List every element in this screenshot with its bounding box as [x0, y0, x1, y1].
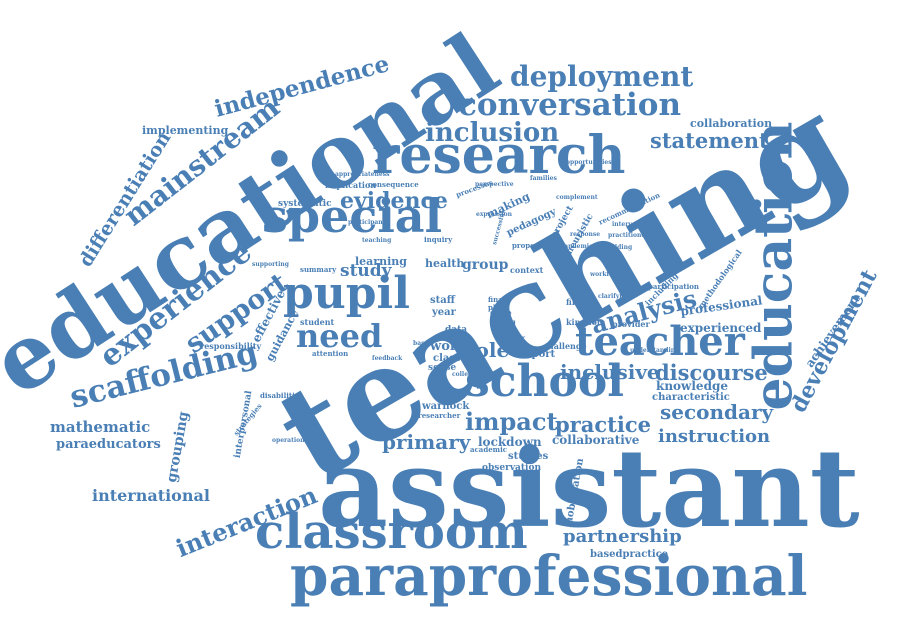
word-classroom: classroom: [255, 504, 528, 560]
word-teaching-small: teaching: [362, 237, 392, 244]
word-feedback: feedback: [372, 355, 403, 362]
word-studies: studies: [508, 451, 549, 462]
word-grouping: grouping: [163, 410, 192, 484]
word-challenge: challenge: [543, 341, 587, 351]
word-learning: learning: [355, 255, 407, 268]
word-report: report: [520, 349, 556, 360]
word-implication: implication: [325, 180, 377, 190]
word-staff: staff: [430, 295, 455, 306]
word-school: school: [465, 356, 624, 407]
word-disabilities: disabilities: [260, 391, 304, 400]
word-sense: sense: [428, 363, 457, 373]
word-discourse: discourse: [655, 360, 768, 385]
word-kingdom: kingdom: [566, 317, 606, 327]
word-operationalise: operationalise: [272, 437, 321, 444]
word-complement: complement: [556, 194, 598, 201]
word-provider: provider: [612, 319, 650, 329]
word-workforce: workforce: [590, 271, 624, 278]
word-evidence: evidence: [340, 188, 448, 214]
word-academic: academic: [470, 445, 508, 454]
word-summary: summary: [300, 265, 337, 274]
word-expression: expression: [476, 211, 512, 218]
word-context: context: [510, 265, 544, 275]
word-building: building: [604, 244, 633, 251]
word-collaboration: collaboration: [690, 117, 773, 130]
word-warnock: warnock: [422, 401, 470, 412]
word-deployment: deployment: [510, 60, 694, 93]
word-lockdown: lockdown: [478, 435, 542, 449]
word-college: college: [452, 371, 477, 378]
word-response: response: [570, 231, 601, 238]
word-partnership: partnership: [563, 526, 682, 547]
word-proposal: proposal: [512, 241, 546, 250]
word-international: international: [92, 486, 210, 505]
word-practice: practice: [555, 412, 651, 437]
word-care: care: [490, 309, 512, 319]
word-clarifying: clarifying: [598, 293, 631, 300]
word-responsibility: responsibility: [200, 341, 262, 351]
word-special: special: [262, 189, 443, 243]
word-health: health: [425, 257, 465, 270]
word-group: group: [462, 257, 509, 273]
word-researcher: researcher: [418, 411, 461, 420]
word-intervention: intervention: [612, 221, 654, 228]
word-collaborative: collaborative: [552, 433, 640, 447]
word-role: role: [465, 338, 510, 362]
word-appropriateness: appropriateness: [335, 171, 390, 178]
word-student: student: [300, 317, 335, 327]
word-finding: finding: [566, 297, 598, 307]
word-attention: attention: [312, 349, 349, 358]
word-paraprofessional: paraprofessional: [290, 543, 808, 608]
word-mathematic: mathematic: [50, 418, 151, 436]
word-need: need: [296, 317, 383, 355]
word-paraeducators: paraeducators: [56, 437, 161, 452]
word-teacher: teacher: [575, 318, 745, 365]
word-experienced: experienced: [680, 321, 762, 335]
word-knowledge: knowledge: [656, 379, 728, 393]
word-pupil: pupil: [283, 268, 410, 319]
word-assistant: assistant: [318, 426, 860, 552]
word-understanding: understanding: [630, 347, 680, 354]
word-participant: participant: [348, 219, 386, 226]
word-observation: observation: [482, 463, 542, 473]
word-class: class: [433, 353, 461, 364]
word-consequence: consequence: [368, 180, 419, 189]
word-families: families: [530, 175, 557, 182]
word-implementing: implementing: [142, 124, 229, 137]
word-conversation: conversation: [458, 87, 682, 123]
word-pandemic: pandemic: [560, 243, 593, 250]
word-perspective: perspective: [475, 181, 514, 188]
word-practitioner: practitioner: [608, 232, 649, 239]
word-systematic: systematic: [278, 199, 332, 209]
word-final: final: [488, 295, 506, 304]
word-social: social: [490, 319, 516, 329]
word-impact: impact: [465, 407, 558, 436]
word-plan: plan: [488, 303, 506, 312]
word-based: based: [413, 340, 433, 347]
word-year: year: [432, 307, 456, 318]
word-characteristic: characteristic: [652, 392, 730, 403]
word-inquiry: inquiry: [424, 235, 453, 244]
word-factor: factor: [505, 335, 526, 342]
word-supporting: supporting: [252, 261, 289, 268]
word-instruction: instruction: [658, 426, 771, 447]
word-study: study: [340, 261, 392, 281]
word-basedpractice: basedpractice: [590, 549, 669, 560]
word-work: work: [430, 339, 466, 354]
word-research: research: [372, 125, 626, 186]
word-data: data: [445, 325, 468, 335]
word-inclusion: inclusion: [425, 118, 560, 148]
word-inclusive: inclusive: [560, 360, 660, 384]
word-primary: primary: [382, 430, 471, 454]
word-participation: participation: [648, 282, 700, 291]
word-secondary: secondary: [660, 400, 774, 424]
word-statement: statement: [650, 128, 769, 153]
word-opportunities: opportunities: [566, 159, 612, 166]
